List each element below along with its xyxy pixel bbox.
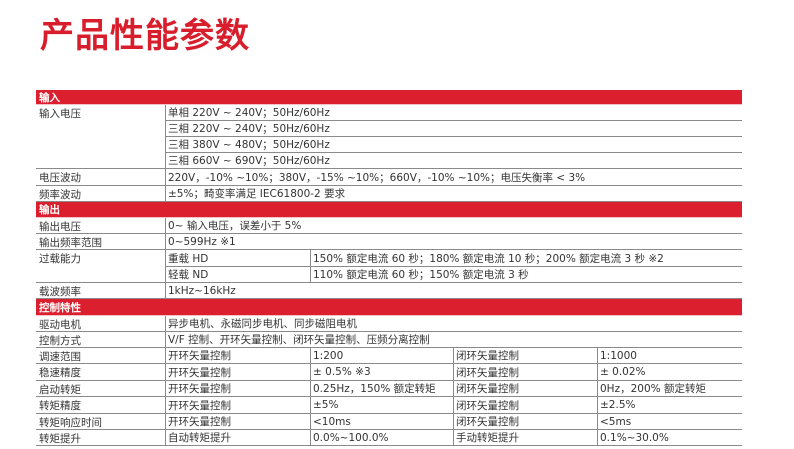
table-cell: 开环矢量控制 (165, 348, 310, 364)
row-label: 转矩精度 (36, 397, 165, 414)
table-cell: 轻载 ND (165, 267, 310, 283)
row-label: 频率波动 (36, 186, 165, 202)
row-label: 稳速精度 (36, 364, 165, 381)
table-cell: 150% 额定电流 60 秒；180% 额定电流 10 秒；200% 额定电流 … (310, 250, 742, 267)
table-cell: 开环矢量控制 (165, 397, 310, 414)
table-cell: ± 0.02% (597, 364, 742, 381)
table-cell: 重载 HD (165, 250, 310, 267)
table-cell: 三相 380V ~ 480V；50Hz/60Hz (165, 137, 742, 153)
row-label: 电压波动 (36, 169, 165, 186)
table-cell: 1:200 (310, 348, 453, 364)
table-cell: 1:1000 (597, 348, 742, 364)
section-header: 输出 (36, 202, 742, 218)
table-cell: 0~ 输入电压，误差小于 5% (165, 218, 742, 234)
table-cell: ±5% (310, 397, 453, 414)
table-cell: 0.25Hz，150% 额定转矩 (310, 381, 453, 397)
table-cell: 110% 额定电流 60 秒；150% 额定电流 3 秒 (310, 267, 742, 283)
table-cell: 开环矢量控制 (165, 364, 310, 381)
page-title: 产品性能参数 (40, 16, 250, 56)
row-label: 转矩响应时间 (36, 414, 165, 430)
table-cell: V/F 控制、开环矢量控制、闭环矢量控制、压频分离控制 (165, 332, 742, 348)
row-label: 控制方式 (36, 332, 165, 348)
row-label: 调速范围 (36, 348, 165, 364)
table-cell: 闭环矢量控制 (453, 397, 597, 414)
table-cell: 开环矢量控制 (165, 381, 310, 397)
row-label: 驱动电机 (36, 316, 165, 332)
table-cell: 自动转矩提升 (165, 430, 310, 446)
table-cell: ± 0.5% ※3 (310, 364, 453, 381)
table-cell: 220V，-10% ~10%；380V，-15% ~10%；660V，-10% … (165, 169, 742, 186)
table-cell: 单相 220V ~ 240V；50Hz/60Hz (165, 105, 742, 121)
table-cell: 异步电机、永磁同步电机、同步磁阻电机 (165, 316, 742, 332)
table-cell: 0~599Hz ※1 (165, 234, 742, 250)
spec-table: 输入 输入电压 单相 220V ~ 240V；50Hz/60Hz 三相 220V ~ … (36, 90, 742, 446)
table-cell: 手动转矩提升 (453, 430, 597, 446)
row-label: 输入电压 (36, 105, 165, 169)
table-cell: <5ms (597, 414, 742, 430)
row-label: 过载能力 (36, 250, 165, 283)
section-header: 控制特性 (36, 299, 742, 316)
table-cell: 闭环矢量控制 (453, 348, 597, 364)
row-label: 输出电压 (36, 218, 165, 234)
table-cell: 开环矢量控制 (165, 414, 310, 430)
row-label: 转矩提升 (36, 430, 165, 446)
section-header: 输入 (36, 90, 742, 105)
table-cell: 闭环矢量控制 (453, 414, 597, 430)
row-label: 启动转矩 (36, 381, 165, 397)
table-cell: 0.1%~30.0% (597, 430, 742, 446)
table-cell: 三相 660V ~ 690V；50Hz/60Hz (165, 153, 742, 169)
table-cell: 闭环矢量控制 (453, 381, 597, 397)
table-cell: 0.0%~100.0% (310, 430, 453, 446)
table-cell: <10ms (310, 414, 453, 430)
table-cell: ±5%；畸变率满足 IEC61800-2 要求 (165, 186, 742, 202)
table-cell: 0Hz，200% 额定转矩 (597, 381, 742, 397)
row-label: 载波频率 (36, 283, 165, 299)
row-label: 输出频率范围 (36, 234, 165, 250)
table-cell: 1kHz~16kHz (165, 283, 742, 299)
table-cell: 三相 220V ~ 240V；50Hz/60Hz (165, 121, 742, 137)
table-cell: ±2.5% (597, 397, 742, 414)
table-cell: 闭环矢量控制 (453, 364, 597, 381)
